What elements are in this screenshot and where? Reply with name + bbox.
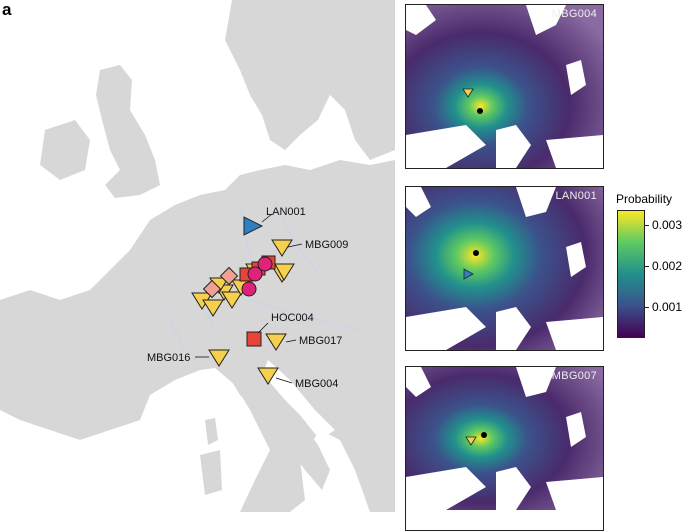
triangle-marker <box>271 239 293 257</box>
mbg004-marker <box>257 367 279 385</box>
label-mbg016: MBG016 <box>147 352 190 364</box>
lan001-marker <box>243 216 264 236</box>
probability-legend: Probability 0.003 0.002 0.001 <box>612 192 685 352</box>
mbg016-marker <box>208 349 230 367</box>
label-hoc004: HOC004 <box>271 312 314 324</box>
probability-map-lan001: LAN001 <box>405 186 604 351</box>
label-mbg017: MBG017 <box>299 335 342 347</box>
great-britain <box>96 65 160 198</box>
diamond-marker <box>219 266 239 286</box>
corsica <box>205 418 218 445</box>
legend-tick-label: 0.002 <box>652 259 683 273</box>
baltic-sea <box>300 95 345 165</box>
italy-peninsula <box>225 370 330 490</box>
circle-marker <box>257 256 273 272</box>
legend-tick <box>644 225 649 226</box>
triangle-marker <box>274 263 295 281</box>
scandinavia-landmass <box>225 0 395 160</box>
legend-tick-label: 0.001 <box>652 300 683 314</box>
sample-markers <box>191 239 295 317</box>
legend-title: Probability <box>616 192 673 206</box>
heatmap-b <box>406 5 603 168</box>
panel-a-letter: a <box>2 0 12 19</box>
legend-tick-label: 0.003 <box>652 218 683 232</box>
probability-map-mbg004: MBG004 <box>405 4 604 169</box>
adriatic-sea <box>262 360 335 440</box>
europe-map: LAN001 MBG009 HOC004 MBG017 MBG016 MBG00… <box>0 0 395 512</box>
ireland <box>40 120 90 180</box>
legend-tick <box>644 266 649 267</box>
probability-map-mbg007: MBG007 <box>405 366 604 531</box>
legend-tick <box>644 307 649 308</box>
inset-b-sample-label: MBG004 <box>551 8 597 20</box>
circle-marker <box>247 266 263 282</box>
heatmap-c <box>406 187 603 350</box>
mbg017-marker <box>265 333 287 351</box>
label-lan001: LAN001 <box>266 206 306 218</box>
triangle-marker <box>202 299 224 317</box>
inset-c-sample-label: LAN001 <box>555 190 597 202</box>
triangle-marker <box>221 291 243 309</box>
diamond-marker <box>202 279 222 299</box>
circle-marker <box>241 281 257 297</box>
hoc004-marker <box>246 331 262 347</box>
legend-colorbar <box>617 210 645 338</box>
label-mbg004: MBG004 <box>295 378 338 390</box>
inset-d-sample-label: MBG007 <box>551 370 597 382</box>
heatmap-d <box>406 367 603 510</box>
sardinia <box>200 450 222 495</box>
label-mbg009: MBG009 <box>305 239 348 251</box>
